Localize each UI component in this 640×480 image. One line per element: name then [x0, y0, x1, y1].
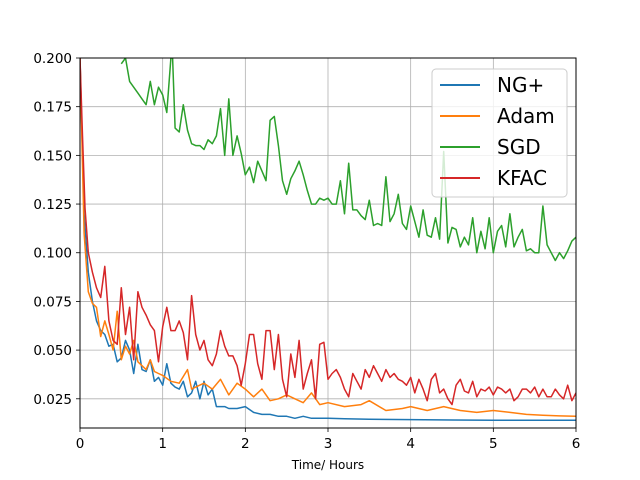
series-line-ng: [80, 58, 576, 421]
y-tick-label: 0.125: [33, 197, 72, 213]
x-tick-label: 3: [324, 436, 333, 452]
x-tick-label: 1: [158, 436, 167, 452]
legend-label-kfac: KFAC: [497, 166, 547, 190]
x-tick-label: 6: [572, 436, 581, 452]
y-tick-label: 0.150: [33, 148, 72, 164]
x-axis-label: Time/ Hours: [291, 458, 364, 472]
legend-label-sgd: SGD: [497, 135, 541, 159]
x-tick-label: 4: [406, 436, 415, 452]
legend-label-ng: NG+: [497, 73, 544, 97]
y-tick-label: 0.175: [33, 100, 72, 116]
series-line-kfac: [80, 58, 576, 406]
y-tick-label: 0.075: [33, 294, 72, 310]
ticks: 0 1 2 3 4 5 6 0.025 0.050 0.075 0.100 0.125 0.150 0.1…: [33, 51, 580, 452]
y-tick-label: 0.200: [33, 51, 72, 67]
y-tick-label: 0.025: [33, 392, 72, 408]
y-tick-label: 0.100: [33, 246, 72, 262]
series-line-adam: [80, 58, 576, 418]
x-tick-label: 5: [489, 436, 498, 452]
y-tick-label: 0.050: [33, 343, 72, 359]
legend: NG+ Adam SGD KFAC: [431, 68, 568, 198]
series-line-sgd: [120, 58, 576, 262]
x-tick-label: 0: [76, 436, 85, 452]
legend-label-adam: Adam: [497, 104, 555, 128]
x-tick-label: 2: [241, 436, 250, 452]
series-group: [80, 58, 576, 421]
legend-box: [431, 68, 568, 198]
